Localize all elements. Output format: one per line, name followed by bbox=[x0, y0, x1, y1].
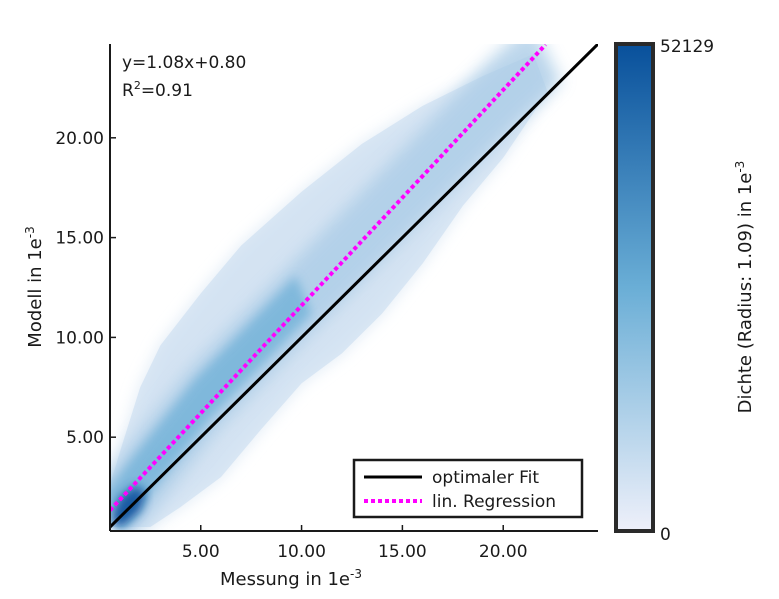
y-tick-label: 20.00 bbox=[55, 129, 104, 149]
legend-box bbox=[352, 458, 584, 519]
colorbar-label: Dichte (Radius: 1.09) in 1e-3 bbox=[733, 161, 756, 414]
colorbar-gradient bbox=[614, 42, 655, 533]
colorbar: 52129 0 Dichte (Radius: 1.09) in 1e-3 bbox=[614, 37, 756, 545]
axis-ticks: 5.00 10.00 15.00 20.00 5.00 10.00 15.00 20.00 bbox=[55, 129, 527, 562]
colorbar-min-label: 0 bbox=[660, 525, 671, 545]
legend: optimaler Fit lin. Regression bbox=[352, 458, 584, 519]
identity-line bbox=[110, 44, 598, 529]
regression-line bbox=[110, 44, 548, 512]
x-tick-label: 10.00 bbox=[277, 542, 326, 562]
x-tick-label: 20.00 bbox=[479, 542, 528, 562]
regression-equation: y=1.08x+0.80 bbox=[122, 53, 246, 73]
y-tick-label: 10.00 bbox=[55, 328, 104, 348]
density-ridge bbox=[110, 44, 562, 531]
y-axis-label: Modell in 1e-3 bbox=[23, 226, 46, 347]
x-tick-label: 5.00 bbox=[182, 542, 220, 562]
fit-lines bbox=[110, 44, 598, 529]
legend-label-optimaler-fit: optimaler Fit bbox=[432, 468, 539, 488]
r-squared: R2=0.91 bbox=[122, 79, 193, 101]
colorbar-max-label: 52129 bbox=[660, 37, 714, 57]
x-tick-label: 15.00 bbox=[378, 542, 427, 562]
y-tick-label: 15.00 bbox=[55, 229, 104, 249]
y-tick-label: 5.00 bbox=[66, 428, 104, 448]
x-axis-label: Messung in 1e-3 bbox=[220, 567, 362, 590]
legend-label-lin-regression: lin. Regression bbox=[432, 492, 556, 512]
